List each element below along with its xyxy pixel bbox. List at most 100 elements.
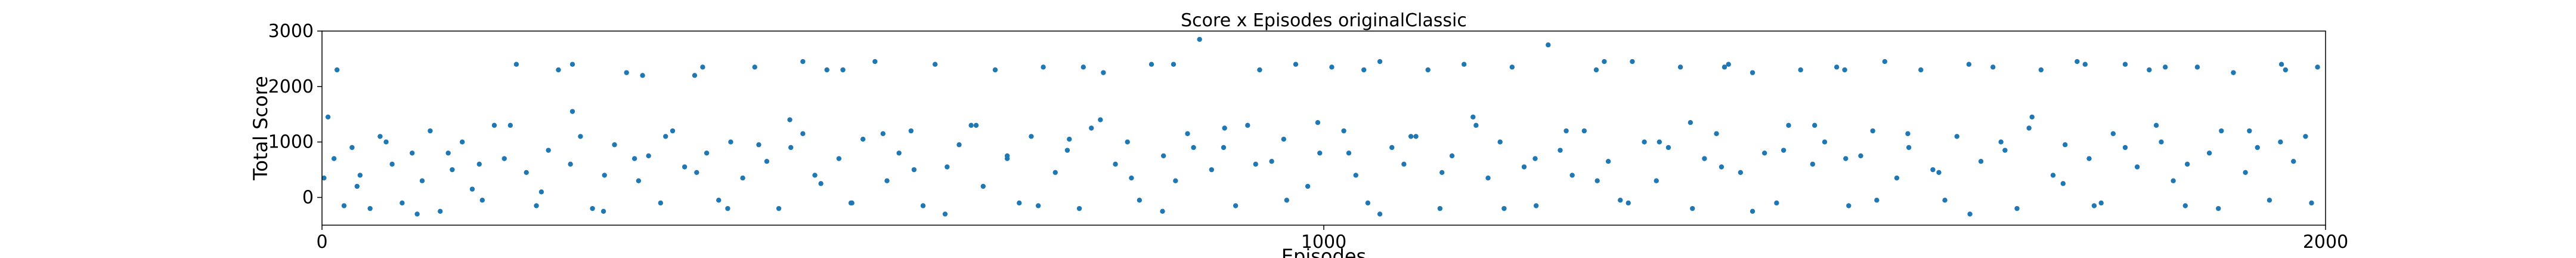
scatter-point xyxy=(1882,59,1887,64)
y-tick-label: 2000 xyxy=(268,76,314,97)
scatter-point xyxy=(1630,59,1635,64)
scatter-point xyxy=(1439,170,1445,175)
scatter-point xyxy=(2014,205,2020,211)
scatter-point xyxy=(1834,64,1840,70)
scatter-point xyxy=(507,122,513,128)
scatter-point xyxy=(2283,67,2288,73)
scatter-point xyxy=(1171,62,1176,67)
scatter-point xyxy=(354,183,360,189)
scatter-point xyxy=(1221,145,1227,150)
scatter-point xyxy=(836,156,842,161)
scatter-point xyxy=(1076,205,1082,211)
scatter-point xyxy=(1173,178,1178,183)
scatter-point xyxy=(942,211,948,217)
y-tick-label: 1000 xyxy=(268,132,314,153)
scatter-point xyxy=(538,189,544,195)
scatter-point xyxy=(1798,67,1803,73)
scatter-point xyxy=(400,200,405,206)
scatter-point xyxy=(1317,150,1323,156)
scatter-point xyxy=(640,73,645,78)
scatter-point xyxy=(1722,64,1727,70)
scatter-point xyxy=(590,205,595,211)
scatter-point xyxy=(968,122,974,128)
x-tick-label: 0 xyxy=(316,232,327,253)
scatter-point xyxy=(2063,142,2068,148)
scatter-point xyxy=(752,64,757,70)
scatter-point xyxy=(1846,203,1852,208)
scatter-point xyxy=(1690,205,1695,211)
scatter-point xyxy=(2060,181,2066,186)
scatter-point xyxy=(1533,203,1539,208)
scatter-point xyxy=(1329,64,1335,70)
scatter-point xyxy=(1497,139,1503,145)
scatter-point xyxy=(1750,208,1755,214)
scatter-point xyxy=(1918,67,1924,73)
scatter-point xyxy=(491,122,497,128)
scatter-point xyxy=(335,67,340,73)
scatter-point xyxy=(2153,122,2159,128)
scatter-point xyxy=(956,142,962,148)
scatter-point xyxy=(428,128,433,134)
scatter-point xyxy=(1509,64,1515,70)
y-axis-label: Total Score xyxy=(249,76,272,181)
scatter-point xyxy=(1719,164,1724,170)
scatter-point xyxy=(1665,145,1671,150)
scatter-point xyxy=(524,170,529,175)
scatter-point xyxy=(740,175,745,181)
scatter-point xyxy=(1822,139,1828,145)
scatter-point xyxy=(880,131,886,136)
scatter-point xyxy=(1101,70,1106,75)
scatter-point xyxy=(460,139,465,145)
scatter-point xyxy=(1605,159,1611,164)
scatter-point xyxy=(1558,148,1563,153)
scatter-point xyxy=(2122,62,2128,67)
scatter-point xyxy=(501,156,507,161)
scatter-point xyxy=(1485,175,1491,181)
scatter-point xyxy=(2291,159,2296,164)
scatter-point xyxy=(1413,134,1419,139)
scatter-point xyxy=(2243,170,2248,175)
scatter-point xyxy=(1942,198,1948,203)
scatter-point xyxy=(569,62,575,67)
scatter-point xyxy=(1688,120,1693,125)
scatter-point xyxy=(1036,203,1041,208)
scatter-point xyxy=(694,170,699,175)
scatter-point xyxy=(911,167,917,173)
scatter-point xyxy=(992,67,998,73)
scatter-point xyxy=(2247,128,2252,134)
scatter-point xyxy=(872,59,878,64)
scatter-point xyxy=(1353,173,1358,178)
scatter-point xyxy=(2278,139,2283,145)
scatter-point xyxy=(1750,70,1755,75)
scatter-point xyxy=(513,62,519,67)
scatter-point xyxy=(1657,139,1662,145)
scatter-point xyxy=(692,73,698,78)
scatter-point xyxy=(1842,67,1847,73)
scatter-point xyxy=(445,150,451,156)
scatter-point xyxy=(1089,125,1094,131)
y-tick-label: 3000 xyxy=(268,21,314,42)
scatter-point xyxy=(756,142,761,148)
scatter-point xyxy=(2098,200,2104,206)
scatter-point xyxy=(1377,59,1383,64)
x-tick-label: 2000 xyxy=(2303,232,2348,253)
scatter-point xyxy=(1293,62,1299,67)
scatter-point xyxy=(1593,67,1599,73)
scatter-point xyxy=(568,161,573,167)
scatter-point xyxy=(341,203,347,208)
scatter-point xyxy=(1197,36,1202,42)
scatter-point xyxy=(764,159,770,164)
scatter-point xyxy=(1930,167,1936,173)
scatter-point xyxy=(1894,175,1900,181)
scatter-point xyxy=(818,181,823,186)
scatter-point xyxy=(1305,183,1311,189)
scatter-point xyxy=(2219,128,2224,134)
scatter-point xyxy=(569,109,575,114)
scatter-point xyxy=(1222,125,1227,131)
scatter-point xyxy=(1936,170,1942,175)
scatter-point xyxy=(556,67,561,73)
scatter-point xyxy=(2184,161,2190,167)
scatter-point xyxy=(389,161,395,167)
scatter-point xyxy=(2091,203,2097,208)
scatter-point xyxy=(658,200,664,206)
